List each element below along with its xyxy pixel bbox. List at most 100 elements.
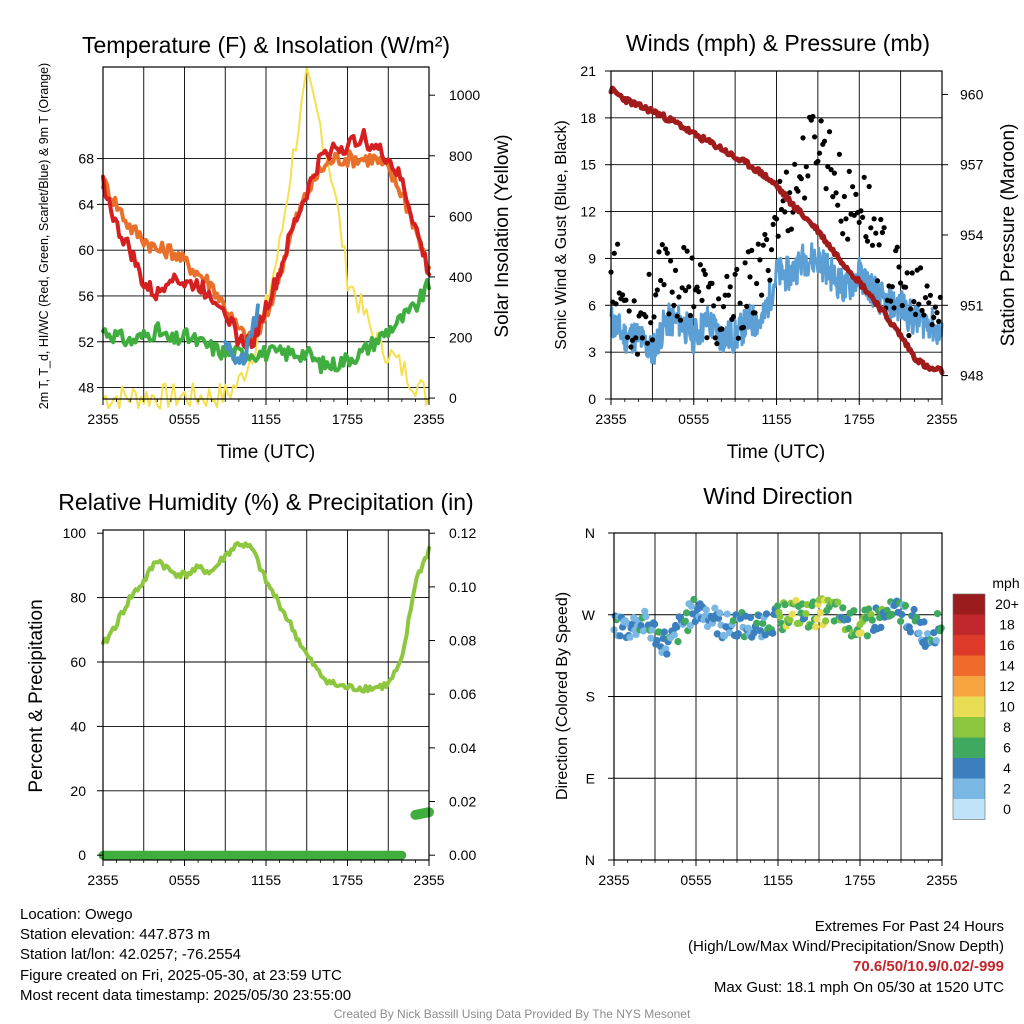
direction-point (933, 610, 942, 618)
gust-point (768, 247, 775, 253)
gust-point (666, 311, 672, 317)
extremes-legend: (High/Low/Max Wind/Precipitation/Snow De… (688, 938, 1004, 956)
x-tick-label: 1755 (844, 411, 875, 427)
direction-point (792, 596, 800, 605)
gust-point (719, 326, 725, 332)
x-tick-label: 2355 (595, 411, 626, 427)
direction-point (868, 616, 876, 624)
y-tick-label: 9 (588, 250, 596, 266)
gust-point (716, 296, 722, 302)
x-tick-label: 0555 (169, 411, 200, 427)
gust-point (691, 304, 697, 310)
gust-point (689, 255, 695, 261)
gust-point (747, 274, 753, 280)
x-tick-label: 1755 (332, 872, 363, 888)
legend-label: 6 (1003, 740, 1011, 756)
gust-point (759, 292, 765, 298)
temperature-series (101, 128, 431, 350)
direction-point (883, 606, 891, 615)
direction-point (901, 602, 910, 610)
gust-point (737, 300, 743, 306)
panel-3: 2355 0555 1155 1755 23550204060801000.000.02… (26, 489, 476, 888)
gust-point (777, 178, 783, 184)
direction-point (759, 619, 767, 628)
direction-point (774, 602, 782, 610)
gust-point (677, 317, 684, 323)
gust-point (909, 270, 915, 276)
y-tick-label: N (585, 525, 595, 541)
gust-point (752, 310, 758, 316)
y-tick-label: 68 (78, 151, 94, 167)
y-axis-label: Sonic Wind & Gust (Blue, Black) (553, 120, 570, 349)
y-tick-label: 64 (78, 196, 94, 212)
gust-point (755, 241, 761, 247)
gust-point (775, 233, 781, 239)
gust-point (818, 118, 824, 124)
direction-point (913, 613, 921, 621)
direction-point (812, 623, 820, 631)
gust-point (919, 307, 925, 314)
latlon-text: Station lat/lon: 42.0257; -76.2554 (20, 946, 242, 964)
direction-point (713, 630, 721, 638)
direction-point (716, 609, 724, 617)
legend-swatch (953, 676, 985, 697)
direction-point (937, 624, 945, 632)
direction-point (756, 627, 765, 635)
y2-tick-label: 200 (449, 330, 473, 346)
gust-point (624, 334, 631, 340)
gust-point (668, 258, 674, 264)
y2-axis-label: Solar Insolation (Yellow) (492, 134, 513, 337)
gust-point (838, 218, 844, 224)
gust-point (805, 173, 811, 179)
y2-tick-label: 0.12 (449, 525, 476, 541)
direction-point (813, 615, 821, 623)
y2-tick-label: 960 (960, 86, 984, 102)
gust-point (725, 292, 732, 298)
direction-point (702, 606, 710, 614)
direction-point (888, 610, 896, 619)
direction-point (653, 637, 661, 645)
y2-tick-label: 0.00 (449, 847, 476, 863)
legend-swatch (953, 717, 985, 738)
gust-point (936, 318, 942, 324)
y2-tick-label: 0.04 (449, 740, 476, 756)
y2-tick-label: 0.02 (449, 794, 476, 810)
gust-point (881, 225, 887, 231)
gust-point (611, 250, 617, 256)
gust-point (674, 313, 680, 319)
gust-point (926, 300, 932, 306)
direction-point (857, 629, 865, 637)
y-tick-label: 40 (70, 718, 86, 734)
legend-label: 0 (1003, 801, 1011, 817)
gust-point (869, 242, 876, 248)
direction-point (637, 622, 645, 630)
gust-point (894, 244, 900, 250)
gust-point (749, 247, 755, 253)
gust-point (858, 208, 864, 214)
gust-point (783, 169, 790, 175)
gust-point (671, 302, 677, 308)
gust-point (711, 303, 717, 309)
y2-tick-label: 0 (449, 390, 457, 406)
gust-point (709, 280, 715, 286)
x-tick-label: 1155 (251, 872, 281, 888)
legend-swatch (953, 614, 985, 635)
direction-point (930, 629, 938, 637)
direction-point (850, 607, 858, 615)
gust-point (861, 174, 867, 180)
chart-title: Temperature (F) & Insolation (W/m²) (82, 32, 450, 58)
gust-point (912, 311, 919, 317)
legend-swatch (953, 737, 985, 758)
gust-point (681, 244, 687, 251)
gust-point (873, 230, 879, 236)
gust-point (697, 262, 704, 268)
gust-point (770, 221, 776, 227)
gust-point (896, 264, 902, 270)
gust-point (744, 303, 750, 309)
legend-swatch (953, 594, 985, 615)
recent-data-text: Most recent data timestamp: 2025/05/30 2… (20, 986, 352, 1004)
gust-point (906, 332, 912, 339)
y-tick-label: 18 (580, 110, 596, 126)
gust-point (648, 320, 654, 326)
